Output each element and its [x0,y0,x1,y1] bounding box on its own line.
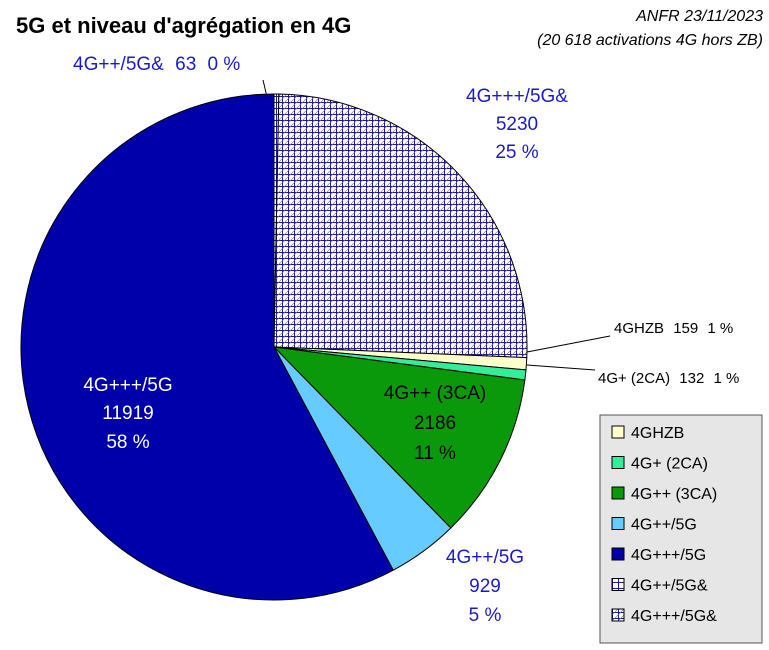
legend-label: 4G++/5G [631,517,697,534]
label-4ghzb-value: 159 [673,320,698,337]
pie-slice-4g-5g [20,93,394,601]
label-4g2ca-value: 132 [679,370,704,387]
label-4g2ca-pct: 1 % [713,370,739,387]
pie-slice-4g-3ca- [272,346,526,529]
label-4gppp5g-pct: 58 % [106,432,149,453]
legend-swatch [611,547,625,561]
leader-line-4gpp5gand [262,79,268,98]
legend-label: 4GHZB [631,425,684,442]
leader-line-4ghzb [526,335,611,353]
legend-label: 4G+++/5G& [631,608,717,625]
label-4ghzb-pct: 1 % [707,320,733,337]
leader-line-4g2ca [526,364,596,371]
label-4g3ca-value: 2186 [414,413,456,434]
legend-label: 4G++ (3CA) [631,486,717,503]
legend-label: 4G+++/5G [631,547,706,564]
label-4gpp5gand-value: 63 [175,54,196,75]
label-4gpp5g-value: 929 [469,576,501,597]
label-4gppp5g-name: 4G+++/5G [83,375,172,396]
legend-swatch [611,486,625,500]
label-4g2ca: 4G+ (2CA) 132 1 % [598,370,739,387]
label-4g2ca-name: 4G+ (2CA) [598,370,670,387]
label-4g3ca-name: 4G++ (3CA) [384,383,486,404]
source-line-2: (20 618 activations 4G hors ZB) [537,32,763,49]
label-4ghzb: 4GHZB 159 1 % [614,320,733,337]
label-4gppp5gand-name: 4G+++/5G& [466,86,568,107]
label-4ghzb-name: 4GHZB [614,320,664,337]
pie-slice-4g-5g- [273,93,528,359]
legend-box [599,414,763,644]
label-4gpp5g-pct: 5 % [469,605,502,626]
label-4gpp5g-name: 4G++/5G [446,547,524,568]
pie-slices [20,93,528,601]
legend-label: 4G++/5G& [631,578,708,595]
label-4g3ca-pct: 11 % [414,443,456,464]
source-line-1: ANFR 23/11/2023 [635,8,763,25]
label-4gppp5gand-pct: 25 % [495,142,538,163]
legend-swatch [611,578,625,591]
label-4gpp5gand-pct: 0 % [208,54,241,75]
label-4gpp5gand-name: 4G++/5G& [73,54,164,75]
legend-label: 4G+ (2CA) [631,456,708,473]
label-4gppp5gand-value: 5230 [496,114,538,135]
chart-title: 5G et niveau d'agrégation en 4G [16,13,351,38]
legend-swatch [611,608,625,622]
legend: 4GHZB 4G+ (2CA) 4G++ (3CA) 4G++/5G 4G+++/5G 4… [599,414,763,644]
legend-swatch [611,517,625,530]
legend-swatch [611,425,625,439]
label-4gppp5g-value: 11919 [102,403,153,424]
legend-swatch [611,456,625,469]
label-4gpp5gand: 4G++/5G& 63 0 % [73,54,240,75]
